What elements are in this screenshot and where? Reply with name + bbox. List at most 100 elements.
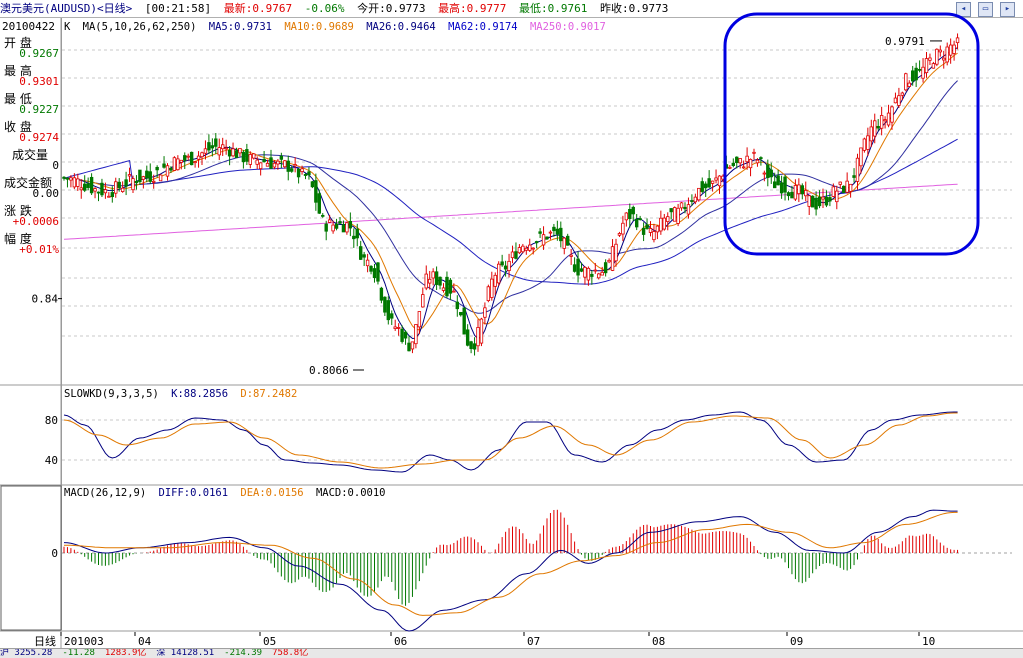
candle-body — [203, 148, 208, 154]
candle-body — [607, 259, 611, 263]
macd-dea-value: DEA:0.0156 — [240, 487, 304, 499]
candle-body — [710, 180, 715, 184]
candle-body — [911, 70, 915, 82]
candle-body — [714, 177, 718, 181]
candle-body — [662, 217, 666, 230]
candle-body — [155, 166, 159, 171]
x-tick-label: 05 — [263, 635, 276, 648]
candle-body — [859, 147, 863, 167]
candle-body — [151, 180, 156, 183]
candle-body — [790, 191, 794, 199]
candle-body — [162, 163, 166, 168]
candle-body — [238, 147, 242, 154]
macd-diff-line — [63, 509, 958, 632]
candle-body — [114, 181, 118, 194]
candle-body — [745, 155, 749, 163]
candle-body — [679, 202, 684, 209]
candle-body — [262, 158, 266, 163]
candle-body — [252, 153, 256, 159]
ticker-item: 1283.9亿 — [104, 648, 147, 658]
candle-body — [462, 307, 466, 335]
candle-body — [179, 159, 183, 163]
forward-icon[interactable]: ▸ — [1000, 2, 1015, 17]
quote-item-value: +0.0006 — [12, 215, 59, 228]
candle-body — [76, 178, 80, 187]
candle-body — [800, 185, 804, 195]
x-tick-label: 08 — [652, 635, 665, 648]
candle-body — [759, 157, 763, 160]
candle-body — [300, 168, 304, 172]
candle-body — [793, 185, 798, 200]
candle-body — [866, 135, 870, 150]
candle-body — [876, 125, 880, 129]
candle-body — [331, 224, 335, 232]
candle-body — [534, 241, 539, 244]
ma10-line — [63, 52, 958, 331]
candle-body — [693, 196, 698, 203]
candle-body — [845, 180, 849, 193]
kd-legend: SLOWKD(9,3,3,5) K:88.2856 D:87.2482 — [64, 388, 303, 400]
candle-body — [72, 177, 77, 188]
candle-body — [648, 228, 653, 233]
candle-body — [272, 162, 277, 168]
candle-body — [921, 66, 925, 79]
candle-body — [176, 158, 180, 171]
max-price-label: 0.9791 — [885, 35, 925, 48]
candle-body — [172, 157, 177, 171]
candle-body — [62, 176, 66, 179]
candle-body — [338, 221, 342, 224]
candle-body — [186, 155, 190, 158]
candle-body — [431, 271, 435, 279]
candle-body — [376, 262, 380, 282]
candle-body — [814, 197, 818, 210]
candle-body — [952, 44, 956, 54]
candle-body — [445, 276, 449, 297]
candle-body — [610, 246, 615, 271]
macd-y-tick-label: 0 — [51, 547, 58, 560]
candle-body — [117, 181, 121, 189]
candle-body — [938, 49, 942, 53]
ticker-item: -214.39 — [224, 648, 263, 658]
ma-params: MA(5,10,26,62,250) — [82, 21, 197, 33]
candle-body — [383, 296, 387, 313]
candle-body — [214, 138, 218, 147]
candle-body — [593, 269, 597, 272]
highlight-box — [723, 12, 980, 256]
candle-body — [134, 181, 139, 184]
candle-body — [652, 231, 656, 241]
ma26-line — [63, 80, 958, 314]
candle-body — [469, 341, 473, 350]
candle-body — [897, 95, 901, 106]
candle-body — [935, 48, 939, 65]
ma250-line — [63, 183, 958, 240]
candle-body — [631, 206, 635, 215]
back-icon[interactable]: ◂ — [956, 2, 971, 17]
candle-body — [838, 181, 842, 185]
main-legend: K MA(5,10,26,62,250) MA5:0.9731 MA10:0.9… — [64, 21, 612, 33]
candle-body — [752, 151, 756, 154]
candle-body — [165, 165, 170, 177]
macd-left-box — [0, 485, 62, 631]
candle-body — [659, 217, 663, 232]
candle-body — [624, 212, 629, 221]
candle-body — [669, 208, 673, 213]
candle-body — [645, 224, 649, 229]
candle-body — [210, 145, 215, 149]
candle-body — [452, 290, 456, 293]
candle-body — [317, 193, 321, 214]
candle-body — [145, 170, 149, 179]
candle-body — [552, 226, 556, 232]
candle-body — [831, 186, 836, 197]
restore-icon[interactable]: ▭ — [978, 2, 993, 17]
candle-body — [559, 227, 563, 242]
candle-body — [948, 44, 953, 56]
candle-body — [283, 160, 287, 168]
candle-body — [424, 273, 428, 289]
candle-body — [521, 245, 525, 253]
candle-body — [362, 254, 366, 258]
candle-body — [193, 161, 197, 164]
candle-body — [255, 159, 259, 165]
candle-body — [407, 342, 411, 352]
candle-body — [528, 244, 532, 251]
quote-item-label: 最 低 — [4, 92, 32, 106]
